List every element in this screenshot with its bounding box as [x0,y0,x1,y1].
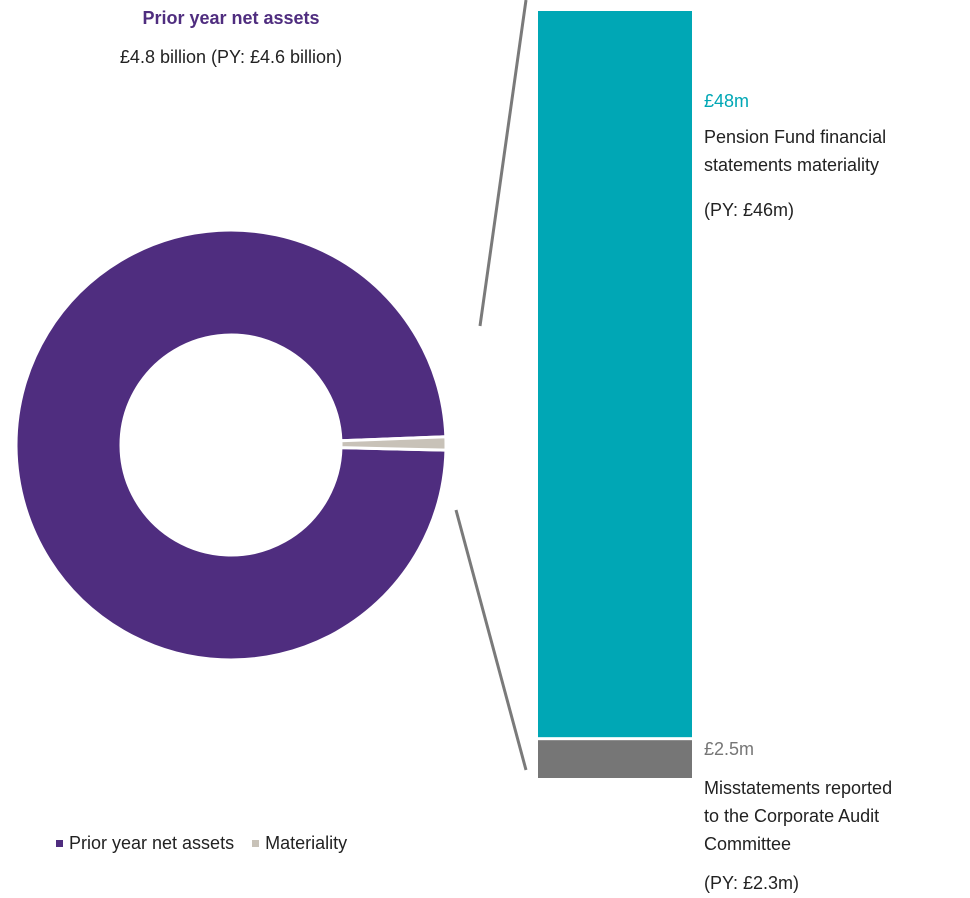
net-assets-value: £4.8 billion (PY: £4.6 billion) [119,47,343,67]
misstatement-prior-year: (PY: £2.3m) [704,873,800,893]
misstatement-desc-line-2: to the Corporate Audit [704,806,880,826]
pension-amount-label: £48m [704,91,750,111]
pension-desc-line-2: statements materiality [704,155,880,175]
donut-slice-net-assets [14,228,448,662]
legend-item-materiality: Materiality [252,833,347,854]
pension-desc-line-1: Pension Fund financial [704,127,887,147]
legend-item-net-assets: Prior year net assets [56,833,234,854]
legend-label-materiality: Materiality [265,833,348,853]
donut-slice-materiality [339,435,448,452]
legend-swatch-net-assets [56,840,63,847]
legend-label-net-assets: Prior year net assets [69,833,235,853]
bar-misstatements [538,740,692,778]
connector-line-lower [454,509,528,771]
chart-title: Prior year net assets [142,8,320,28]
legend: Prior year net assets Materiality [56,833,365,854]
bar-pension [538,11,692,738]
pension-prior-year: (PY: £46m) [704,200,795,220]
misstatement-desc-line-1: Misstatements reported [704,778,893,798]
misstatement-amount-label: £2.5m [704,739,755,759]
connector-line-upper [478,0,528,327]
misstatement-desc-line-3: Committee [704,834,792,854]
legend-swatch-materiality [252,840,260,847]
